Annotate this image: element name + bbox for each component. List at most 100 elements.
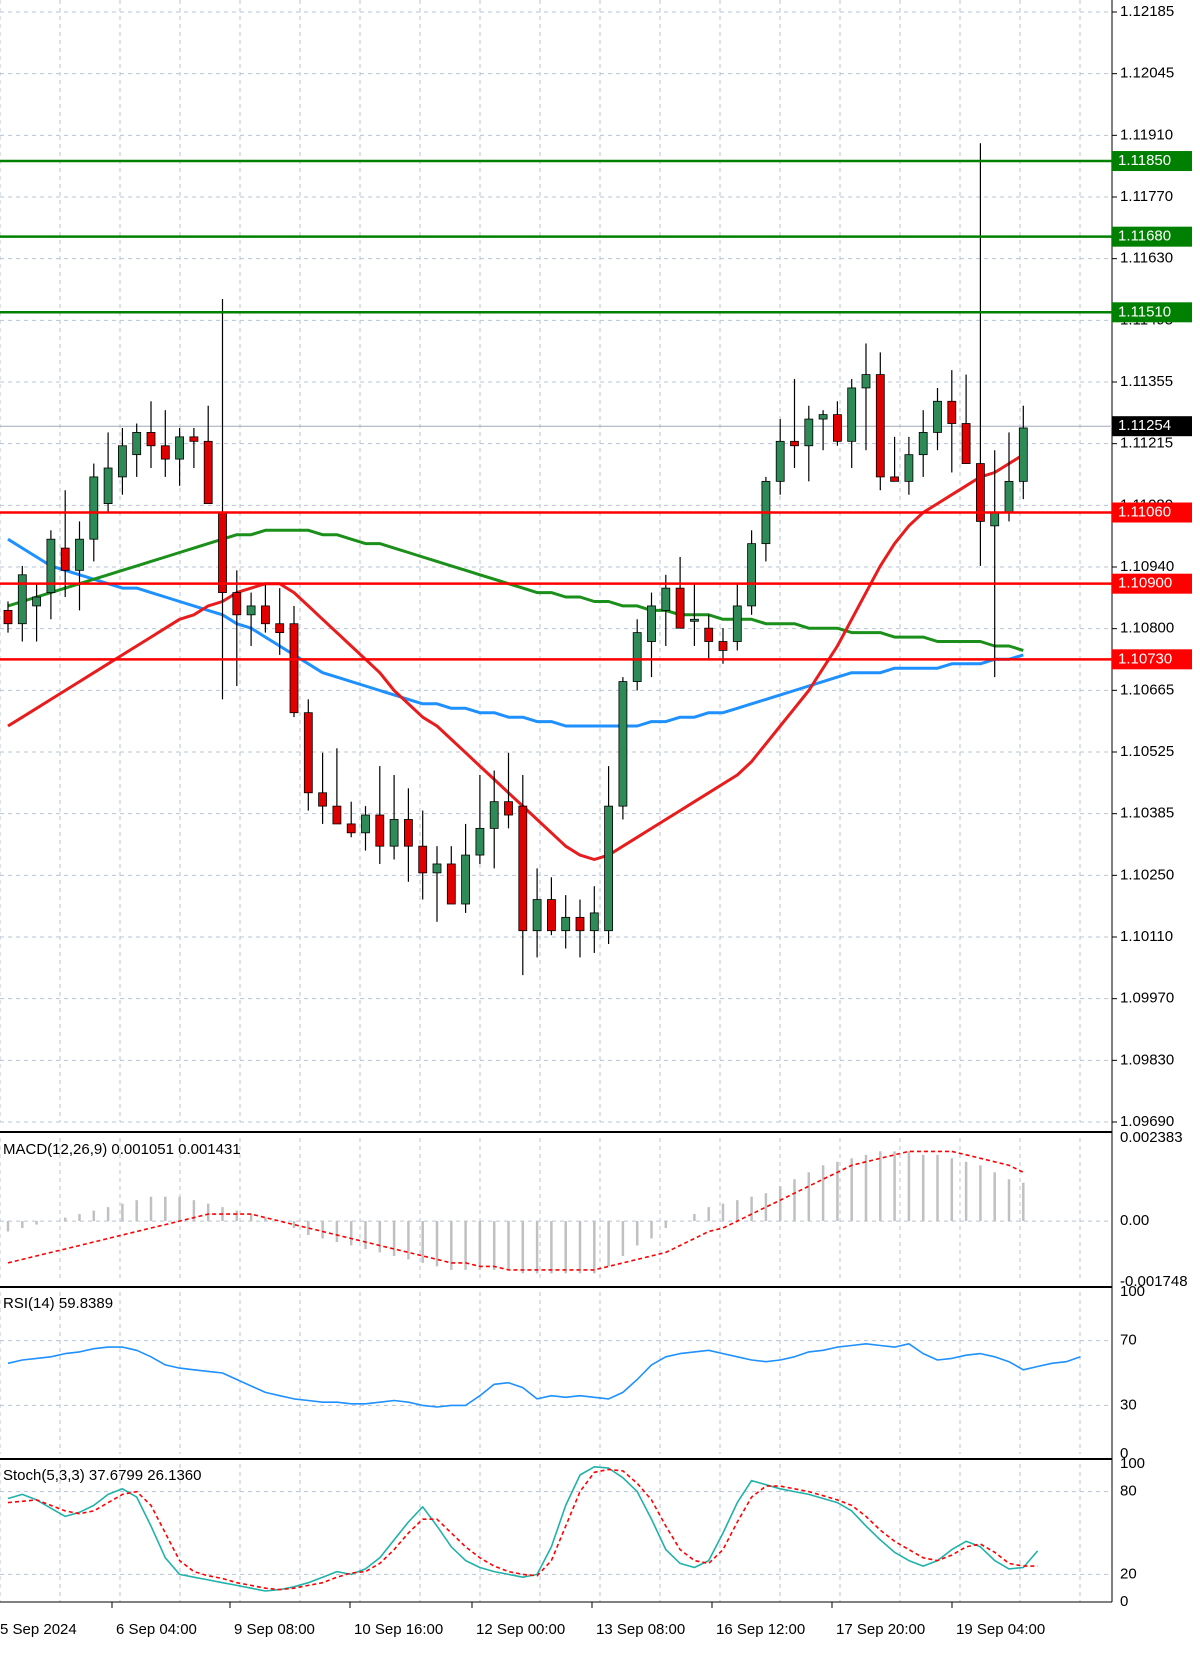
time-axis-label: 17 Sep 20:00	[836, 1621, 925, 1638]
candle	[461, 823, 471, 913]
rsi-axis-label: 0	[1120, 1445, 1128, 1462]
candle-body	[775, 440, 785, 482]
candle-body	[318, 792, 328, 807]
price-axis-label: 1.11630	[1120, 250, 1173, 267]
candle	[518, 774, 528, 976]
candle	[346, 801, 356, 838]
candle	[17, 565, 27, 642]
candle-body	[1004, 480, 1014, 513]
candle	[933, 387, 942, 451]
current-price-label: 1.11254	[1118, 417, 1171, 434]
price-axis-label: 1.10385	[1120, 805, 1174, 822]
candle-body	[246, 605, 256, 616]
candle-body	[361, 814, 370, 834]
candle-body	[275, 623, 285, 634]
candle-body	[17, 574, 27, 625]
candle	[260, 583, 270, 633]
candle-body	[332, 805, 342, 825]
candle-body	[475, 827, 485, 856]
stoch-label: Stoch(5,3,3) 37.6799 26.1360	[3, 1467, 202, 1484]
candle-body	[303, 712, 313, 794]
candle	[132, 423, 142, 477]
price-axis-label: 1.09830	[1120, 1051, 1174, 1068]
stoch-axis-label: 80	[1120, 1483, 1137, 1500]
rsi-axis-label: 70	[1120, 1332, 1137, 1349]
price-level-tag	[1112, 502, 1192, 523]
candle-body	[403, 819, 413, 847]
candle	[747, 530, 756, 615]
candle-body	[103, 467, 113, 505]
price-axis-label: 1.09970	[1120, 990, 1174, 1007]
candle-body	[118, 445, 127, 478]
candle	[904, 436, 914, 495]
price-level-tag	[1112, 573, 1192, 594]
candle-body	[675, 587, 685, 629]
price-axis-label: 1.12185	[1120, 3, 1174, 20]
candle-body	[146, 432, 156, 447]
candle-body	[46, 538, 56, 593]
candle	[918, 410, 928, 477]
candle	[833, 401, 842, 446]
candle	[403, 788, 413, 882]
time-axis-label: 13 Sep 08:00	[596, 1621, 685, 1638]
candle-body	[618, 681, 628, 807]
time-axis-label: 6 Sep 04:00	[116, 1621, 197, 1638]
candle-body	[890, 476, 899, 482]
candle	[75, 521, 84, 611]
price-axis-label: 1.10665	[1120, 681, 1174, 698]
candle	[289, 605, 299, 718]
macd-axis-label: -0.001748	[1120, 1273, 1188, 1290]
candle-body	[175, 436, 185, 460]
candle-body	[75, 538, 84, 571]
candle	[32, 583, 41, 642]
time-axis-label: 9 Sep 08:00	[234, 1621, 315, 1638]
time-axis-label: 19 Sep 04:00	[956, 1621, 1045, 1638]
stoch-signal-line	[7, 1468, 1038, 1591]
candle-body	[346, 823, 356, 834]
current-price-tag	[1112, 416, 1192, 437]
candle-body	[547, 899, 556, 932]
rsi-axis-label: 100	[1120, 1283, 1145, 1300]
candle-body	[232, 592, 242, 616]
candle-body	[89, 476, 99, 540]
stoch-axis-label: 0	[1120, 1593, 1128, 1610]
macd-signal-line	[7, 1150, 1024, 1271]
candle-body	[718, 641, 728, 651]
candle-body	[661, 587, 671, 611]
candle-body	[3, 609, 13, 625]
candle	[146, 401, 156, 469]
candle-body	[289, 623, 299, 714]
candle-body	[861, 374, 871, 389]
candle-body	[976, 463, 985, 522]
price-level-tag	[1112, 151, 1192, 172]
candle-body	[32, 596, 41, 607]
stoch-axis-label: 20	[1120, 1565, 1137, 1582]
candle-body	[732, 605, 742, 642]
candle-body	[990, 512, 1000, 527]
price-level-label: 1.10730	[1118, 650, 1172, 667]
candle	[203, 405, 213, 505]
candle-body	[1018, 427, 1028, 482]
candle	[961, 374, 971, 464]
candle	[504, 752, 513, 829]
candle	[432, 846, 442, 922]
candle	[661, 574, 671, 646]
candle	[604, 766, 613, 945]
stoch-main-line	[7, 1466, 1039, 1592]
macd-label: MACD(12,26,9) 0.001051 0.001431	[3, 1141, 241, 1158]
time-axis-label: 16 Sep 12:00	[716, 1621, 805, 1638]
price-axis-label: 1.11770	[1120, 188, 1173, 205]
price-axis-label: 1.12045	[1120, 65, 1174, 82]
macd-axis-label: 0.002383	[1120, 1129, 1183, 1146]
candle	[847, 379, 857, 469]
candle-body	[747, 543, 756, 607]
candle-body	[375, 814, 385, 847]
candle	[690, 583, 699, 646]
candle	[947, 370, 957, 473]
candle	[303, 699, 313, 811]
candle-body	[933, 400, 942, 433]
rsi-axis-label: 30	[1120, 1396, 1137, 1413]
candles	[3, 143, 1028, 976]
